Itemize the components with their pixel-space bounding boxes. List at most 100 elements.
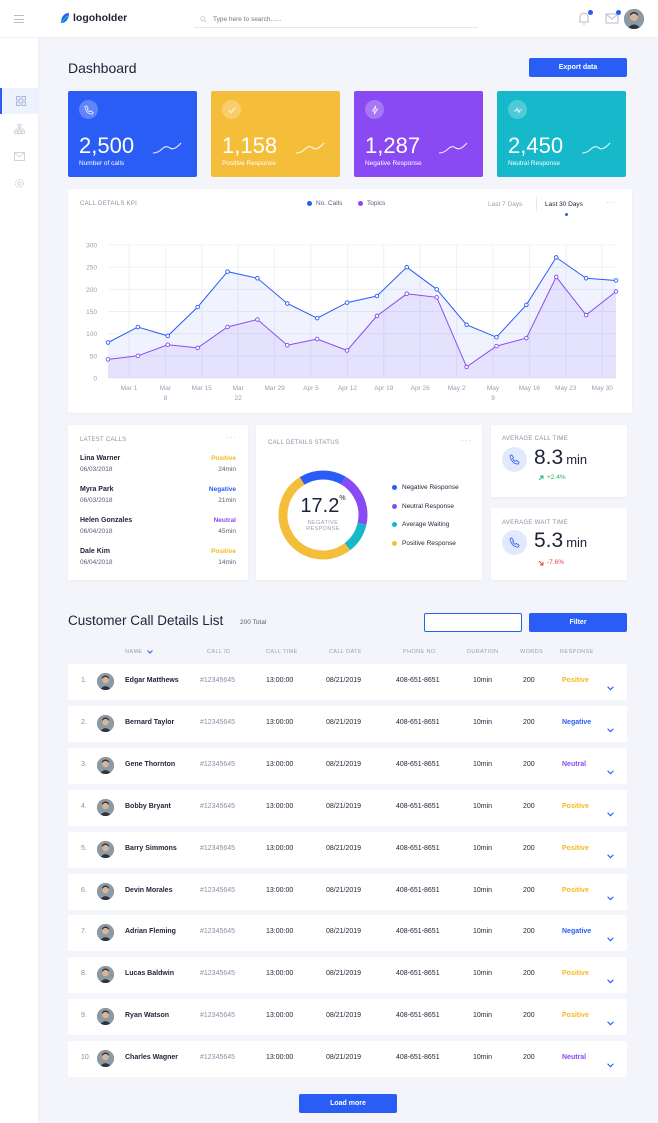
th-duration[interactable]: DURATION	[467, 649, 499, 655]
data-point	[344, 300, 350, 305]
caller-name: Helen Gonzales	[80, 517, 133, 524]
table-row[interactable]: 9. Ryan Watson #12345645 13:00:00 08/21/2019…	[68, 999, 627, 1036]
phone-number: 408-651-8651	[396, 844, 440, 852]
status-legend-item[interactable]: Positive Response	[392, 540, 456, 547]
latest-call-item[interactable]: Dale Kim 06/04/2018 Positive 14min	[80, 548, 236, 574]
customer-name: Adrian Fleming	[125, 928, 176, 936]
table-row[interactable]: 8. Lucas Baldwin #12345645 13:00:00 08/21/20…	[68, 957, 627, 994]
notifications-button[interactable]	[576, 10, 593, 26]
expand-row-button[interactable]	[607, 678, 614, 691]
user-avatar[interactable]	[624, 9, 644, 29]
chevron-down-icon	[607, 812, 614, 817]
call-time: 13:00:00	[266, 928, 294, 936]
row-number: 7.	[81, 928, 87, 936]
table-row[interactable]: 3. Gene Thornton #12345645 13:00:00 08/21/20…	[68, 747, 627, 784]
th-call-id[interactable]: CALL ID	[207, 649, 231, 655]
chevron-down-icon	[607, 937, 614, 942]
data-point	[255, 317, 260, 322]
search-input[interactable]	[213, 15, 453, 23]
expand-row-button[interactable]	[607, 929, 614, 942]
load-more-button[interactable]: Load more	[299, 1094, 397, 1113]
status-legend-item[interactable]: Average Waiting	[392, 521, 449, 528]
page-title: Dashboard	[68, 60, 137, 76]
x-tick-label: Mar 29	[264, 385, 285, 392]
status-legend-item[interactable]: Negative Response	[392, 484, 459, 491]
call-id: #12345645	[200, 844, 236, 852]
th-response[interactable]: RESPONSE	[560, 649, 594, 655]
th-phone[interactable]: PHONE NO.	[403, 649, 438, 655]
th-call-date[interactable]: CALL DATE	[329, 649, 362, 655]
chevron-down-icon	[607, 853, 614, 859]
menu-icon[interactable]	[14, 15, 24, 23]
data-point	[464, 322, 469, 328]
arrow-up-right-icon	[538, 475, 544, 480]
expand-row-button[interactable]	[607, 971, 614, 984]
avg-call-value-group: 8.3 min	[534, 446, 587, 470]
word-count: 200	[523, 844, 535, 852]
table-row[interactable]: 5. Barry Simmons #12345645 13:00:00 08/21/20…	[68, 831, 627, 868]
legend-topics[interactable]: Topics	[358, 200, 385, 207]
sidebar-item-hierarchy[interactable]	[0, 116, 39, 142]
stat-card[interactable]: 1,158 Positive Response	[211, 91, 340, 177]
filter-button[interactable]: Filter	[529, 613, 627, 632]
table-row[interactable]: 1. Edgar Matthews #12345645 13:00:00 08/21/2…	[68, 664, 627, 700]
stat-card[interactable]: 2,500 Number of calls	[68, 91, 197, 177]
data-point	[344, 348, 350, 353]
call-status: Negative	[208, 486, 236, 493]
expand-row-button[interactable]	[607, 762, 614, 775]
avatar	[97, 673, 114, 690]
range-last-30-days[interactable]: Last 30 Days	[545, 201, 583, 208]
phone-icon	[509, 537, 520, 548]
avg-call-unit: min	[566, 452, 588, 467]
messages-button[interactable]	[604, 10, 621, 26]
expand-row-button[interactable]	[607, 1013, 614, 1026]
table-row[interactable]: 2. Bernard Taylor #12345645 13:00:00 08/21/2…	[68, 705, 627, 742]
phone-number: 408-651-8651	[396, 886, 440, 894]
latest-calls-more-button[interactable]: ···	[226, 433, 237, 442]
sidebar	[0, 38, 39, 1123]
sidebar-item-dashboard[interactable]	[0, 88, 39, 114]
th-name[interactable]: NAME	[125, 649, 153, 655]
phone-icon	[509, 454, 520, 465]
sidebar-item-messages[interactable]	[0, 143, 39, 169]
expand-row-button[interactable]	[607, 1055, 614, 1068]
legend-calls[interactable]: No. Calls	[307, 200, 342, 207]
stat-card[interactable]: 2,450 Neutral Response	[497, 91, 626, 177]
th-call-time[interactable]: CALL TIME	[266, 649, 298, 655]
phone-number: 408-651-8651	[396, 760, 440, 768]
expand-row-button[interactable]	[607, 846, 614, 859]
phone-icon-circle	[502, 447, 527, 472]
expand-row-button[interactable]	[607, 720, 614, 733]
lightning-icon	[371, 105, 378, 114]
table-row[interactable]: 10. Charles Wagner #12345645 13:00:00 08/21/…	[68, 1041, 627, 1078]
x-tick-label: 9	[491, 395, 495, 402]
range-last-7-days[interactable]: Last 7 Days	[488, 201, 523, 208]
search-icon	[200, 15, 207, 23]
latest-call-item[interactable]: Helen Gonzales 06/04/2018 Neutral 45min	[80, 517, 236, 543]
data-point	[165, 342, 171, 347]
table-row[interactable]: 4. Bobby Bryant #12345645 13:00:00 08/21/201…	[68, 789, 627, 826]
table-row[interactable]: 6. Devin Morales #12345645 13:00:00 08/21/20…	[68, 873, 627, 910]
data-point	[105, 340, 111, 345]
latest-call-item[interactable]: Lina Warner 06/03/2018 Positive 24min	[80, 455, 236, 481]
status-legend-item[interactable]: Neutral Response	[392, 503, 454, 510]
stat-card[interactable]: 1,287 Negative Response	[354, 91, 483, 177]
call-date: 08/21/2019	[326, 1054, 362, 1062]
sidebar-item-settings[interactable]	[0, 170, 39, 196]
status-more-button[interactable]: ···	[461, 436, 472, 445]
call-date: 08/21/2019	[326, 886, 362, 894]
kpi-more-button[interactable]: ···	[606, 198, 617, 207]
expand-row-button[interactable]	[607, 888, 614, 900]
expand-row-button[interactable]	[607, 804, 614, 817]
th-words[interactable]: WORDS	[520, 649, 544, 655]
table-row[interactable]: 7. Adrian Fleming #12345645 13:00:00 08/21/2…	[68, 915, 627, 952]
export-data-button[interactable]: Export data	[529, 58, 627, 77]
latest-call-item[interactable]: Myra Park 06/03/2018 Negative 21min	[80, 486, 236, 512]
logo[interactable]: logoholder	[60, 12, 127, 24]
filter-input[interactable]	[424, 613, 522, 632]
legend-label: Topics	[367, 200, 386, 207]
activity-icon	[513, 106, 522, 114]
search-bar[interactable]	[194, 11, 478, 28]
call-status: Neutral	[213, 517, 236, 524]
call-id: #12345645	[200, 802, 236, 810]
